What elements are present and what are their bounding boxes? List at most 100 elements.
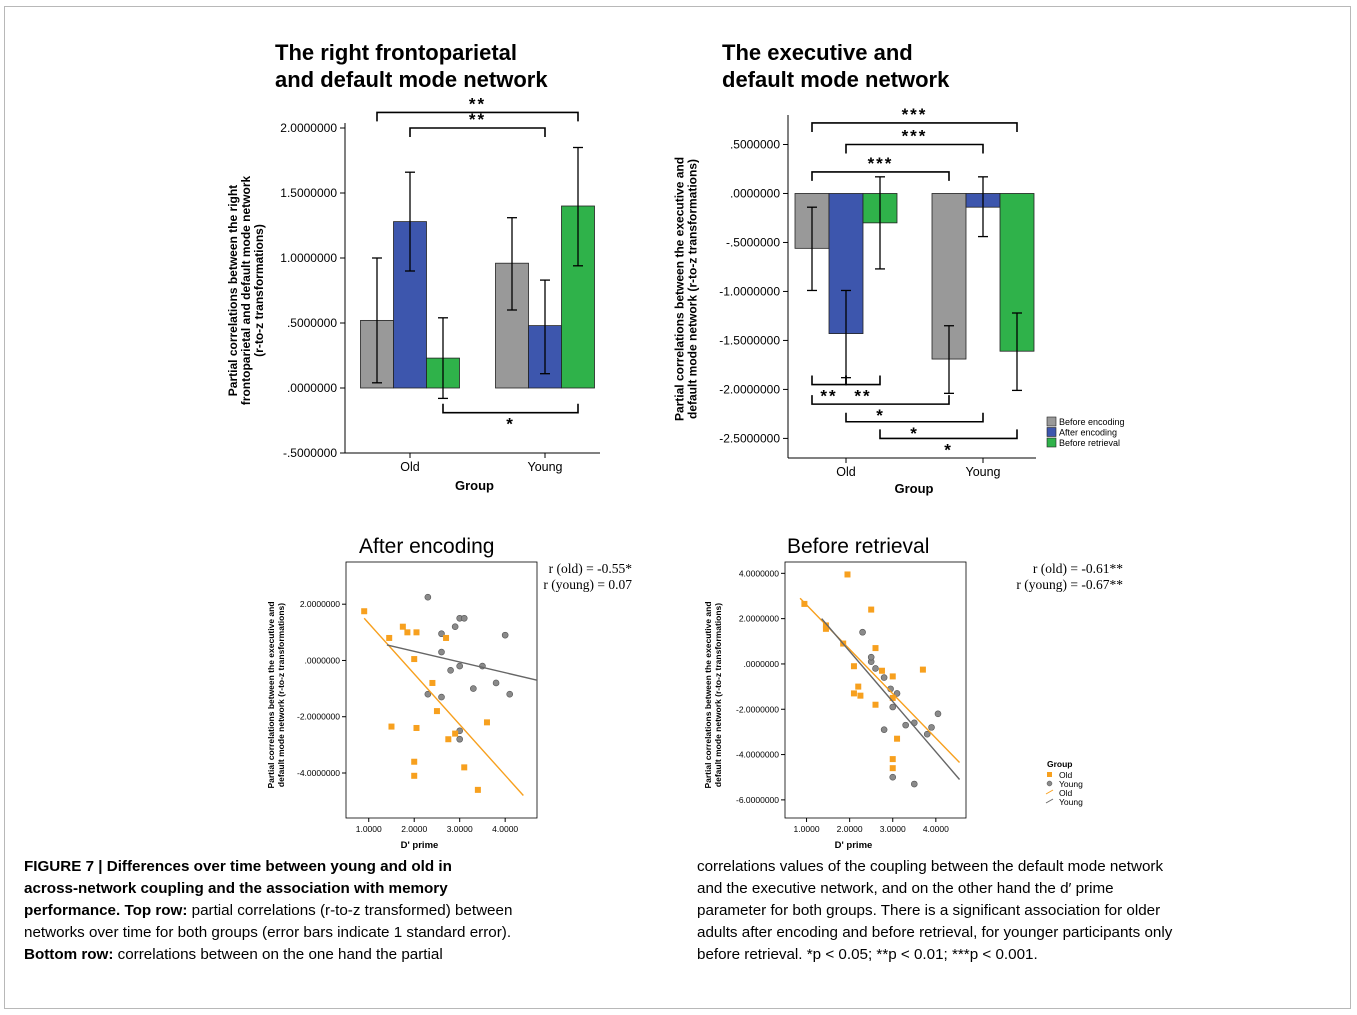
- significance-bracket: [879, 429, 1018, 440]
- significance-label: *: [944, 440, 953, 459]
- y-axis-title-line-2: frontoparietal and default mode network: [239, 176, 253, 406]
- legend-label: Before retrieval: [1059, 438, 1120, 448]
- old-point: [452, 730, 459, 737]
- young-point: [934, 710, 942, 718]
- young-point: [424, 593, 432, 601]
- x-tick-label: Young: [528, 460, 563, 474]
- legend-label: Before encoding: [1059, 417, 1125, 427]
- old-point: [844, 571, 851, 578]
- plot-area: [784, 561, 967, 819]
- scatter-after-encoding: After encoding -4.0000000 -2.0000000 .00000…: [266, 535, 632, 851]
- young-point: [923, 730, 931, 738]
- y-tick-label: 2.0000000: [300, 599, 340, 609]
- y-tick-label: -4.0000000: [297, 768, 340, 778]
- old-point: [388, 723, 395, 730]
- significance-bracket: [409, 127, 546, 137]
- y-tick-label: -2.0000000: [297, 712, 340, 722]
- legend-label: Young: [1059, 779, 1083, 789]
- old-fit-line: [363, 617, 524, 796]
- scatter-title: After encoding: [359, 535, 494, 558]
- legend-swatch: [1046, 416, 1057, 427]
- y-tick-label: -.5000000: [283, 446, 337, 460]
- significance-bracket: [811, 122, 1018, 132]
- y-tick-label: 2.0000000: [280, 121, 337, 135]
- young-point: [456, 662, 463, 670]
- y-tick-label: 1.0000000: [280, 251, 337, 265]
- x-tick-label: 3.0000: [447, 824, 473, 834]
- old-point: [404, 629, 411, 636]
- chart-title-line-1: The executive and: [722, 40, 913, 65]
- legend-label: Old: [1059, 770, 1073, 780]
- old-point: [443, 634, 450, 641]
- y-tick-label: .5000000: [730, 137, 780, 151]
- bar-after-encoding-old: [828, 193, 864, 334]
- old-point: [361, 608, 368, 615]
- old-point: [399, 623, 406, 630]
- y-tick-label: .0000000: [744, 659, 780, 669]
- legend-title: Group: [1047, 759, 1073, 769]
- significance-bracket: [442, 403, 579, 414]
- old-point: [857, 692, 864, 699]
- old-point: [801, 600, 808, 607]
- correlation-annotation: r (young) = 0.07: [543, 577, 632, 592]
- young-point: [902, 721, 909, 729]
- x-tick-label: Young: [966, 465, 1001, 479]
- young-point: [470, 685, 477, 692]
- caption-title-1: FIGURE 7 | Differences over time between…: [24, 858, 452, 875]
- old-point: [868, 606, 875, 613]
- legend-swatch: [1046, 427, 1057, 437]
- y-tick-label: .0000000: [287, 381, 337, 395]
- young-point: [910, 780, 918, 788]
- scatter-title: Before retrieval: [787, 535, 929, 558]
- y-tick-label: -2.5000000: [719, 431, 780, 445]
- figure-caption-left: FIGURE 7 | Differences over time between…: [24, 856, 644, 966]
- old-point: [878, 667, 885, 674]
- caption-title-3: performance. Top row:: [24, 902, 188, 919]
- old-point: [894, 735, 901, 742]
- legend-swatch: [1046, 437, 1057, 448]
- bar-after-encoding-old: [393, 221, 427, 389]
- significance-label: **: [469, 94, 486, 113]
- chart-title-line-2: default mode network: [722, 67, 950, 92]
- old-point: [483, 719, 490, 726]
- young-point: [438, 630, 445, 638]
- old-point: [445, 736, 452, 743]
- old-point: [822, 625, 829, 632]
- significance-label: *: [910, 424, 919, 443]
- x-tick-label: 2.0000: [401, 824, 427, 834]
- caption-line-3: partial correlations (r-to-z transformed…: [187, 902, 513, 919]
- young-fit-line: [386, 644, 538, 681]
- y-tick-label: 2.0000000: [739, 614, 779, 624]
- x-tick-label: 2.0000: [837, 824, 863, 834]
- young-point: [889, 703, 897, 711]
- old-point: [433, 708, 440, 715]
- x-axis-title: Group: [455, 478, 494, 493]
- y-axis-title-line-1: Partial correlations between the executi…: [703, 601, 713, 788]
- y-tick-label: .5000000: [287, 316, 337, 330]
- correlation-annotation: r (young) = -0.67**: [1016, 577, 1123, 592]
- x-tick-label: 1.0000: [794, 824, 820, 834]
- significance-label: ***: [902, 126, 928, 145]
- significance-label: ***: [902, 105, 928, 124]
- y-tick-label: 1.5000000: [280, 186, 337, 200]
- y-tick-label: -1.5000000: [719, 333, 780, 347]
- caption-line-5: correlations between on the one hand the…: [113, 946, 443, 963]
- old-point: [413, 629, 420, 636]
- x-tick-label: Old: [400, 460, 420, 474]
- caption-title-2: across-network coupling and the associat…: [24, 880, 448, 897]
- significance-bracket: [845, 375, 881, 386]
- young-point: [859, 628, 866, 636]
- y-tick-label: .0000000: [305, 655, 341, 665]
- young-point: [451, 623, 459, 631]
- y-tick-label: 4.0000000: [739, 568, 779, 578]
- young-point: [867, 653, 875, 661]
- significance-bracket: [845, 143, 984, 154]
- y-axis-title-line-1: Partial correlations between the executi…: [266, 601, 276, 788]
- caption-right-line-3: parameter for both groups. There is a si…: [697, 902, 1161, 919]
- old-point: [889, 694, 896, 701]
- y-axis-title-line-2: default mode network (r-to-z transformat…: [686, 159, 700, 419]
- significance-bracket: [811, 171, 950, 181]
- young-point: [424, 690, 432, 698]
- scatter-before-retrieval: Before retrieval -6.0000000 -4.0000000 -2.0…: [703, 535, 1123, 851]
